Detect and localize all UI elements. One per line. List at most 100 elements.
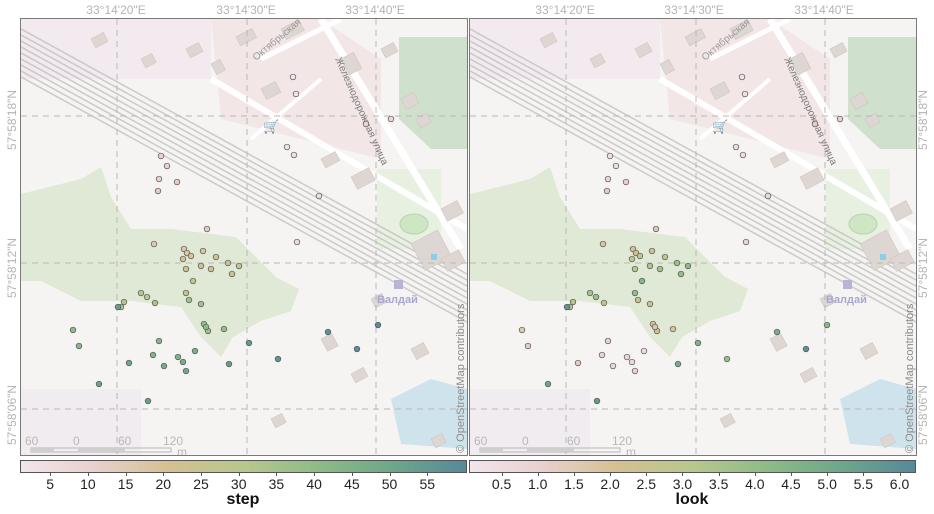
observation-point [524, 342, 532, 350]
map-panel-look[interactable]: Валдай 🛒 Октябрьская Железнодорожная улица … [469, 18, 917, 456]
building [769, 332, 788, 352]
building [789, 52, 812, 76]
observation-point [353, 345, 361, 353]
observation-point [773, 328, 781, 336]
building [140, 52, 157, 69]
observation-point [114, 303, 122, 311]
water-area [840, 379, 916, 449]
observation-point [144, 397, 152, 405]
observation-point [174, 353, 182, 361]
map-panel-step[interactable]: Валдай 🛒 Октябрьская Железнодорожная улица … [20, 18, 468, 456]
observation-point [289, 73, 297, 81]
colorbar-tick-mark [50, 472, 52, 476]
observation-point [631, 367, 639, 375]
building [729, 19, 754, 41]
observation-point [324, 328, 332, 336]
observation-point [606, 152, 614, 160]
observation-point [187, 252, 195, 260]
scalebar-segment [78, 448, 125, 452]
building [380, 42, 399, 59]
colorbar-title-step: step [226, 491, 260, 508]
observation-point [95, 380, 103, 388]
observation-point [137, 289, 145, 297]
lon-label-right-2: 33°14'30"E [664, 3, 724, 17]
road [658, 76, 916, 232]
railway [21, 28, 467, 323]
colorbar-tick-label: 55 [419, 476, 436, 492]
road [259, 19, 343, 62]
observation-point [293, 238, 301, 246]
lon-label-left-2: 33°14'30"E [216, 3, 276, 17]
points-layer-look [518, 73, 844, 405]
colorbar-tick-mark [573, 472, 575, 476]
observation-point [600, 299, 608, 307]
colorbar-tick-mark [125, 472, 127, 476]
observation-point [544, 380, 552, 388]
colorbar-tick-label: 6.0 [889, 476, 910, 492]
observation-point [125, 359, 133, 367]
scalebar-label-1: 60 [474, 434, 488, 448]
observation-point [182, 367, 190, 375]
observation-point [160, 362, 168, 370]
observation-point [173, 178, 181, 186]
observation-point [741, 90, 749, 98]
colorbar-tick-mark [610, 472, 612, 476]
observation-point [640, 347, 648, 355]
green-area [848, 37, 916, 149]
colorbar-tick-mark [163, 472, 165, 476]
observation-point [150, 240, 158, 248]
observation-point [143, 293, 151, 301]
lon-label-right-1: 33°14'20"E [535, 3, 595, 17]
observation-point [634, 296, 642, 304]
building [440, 249, 466, 272]
colorbar-tick-label: 10 [80, 476, 96, 492]
building [280, 19, 305, 41]
colorbar-tick-mark [827, 472, 829, 476]
colorbar-tick-mark [501, 472, 503, 476]
observation-point [764, 192, 772, 200]
colorbar-tick-mark [201, 472, 203, 476]
bus-stop-icon [880, 254, 886, 260]
points-layer-step [69, 73, 395, 405]
observation-point [189, 277, 197, 285]
scalebar-label-3: 60 [118, 434, 132, 448]
building [400, 92, 420, 111]
observation-point [593, 397, 601, 405]
colorbar-tick-label: 3.0 [672, 476, 693, 492]
colorbar-tick-label: 25 [193, 476, 209, 492]
colorbar-tick-mark [427, 472, 429, 476]
colorbar-tick-mark [276, 472, 278, 476]
observation-point [179, 255, 187, 263]
observation-point [648, 247, 656, 255]
building [410, 342, 430, 361]
observation-point [374, 321, 382, 329]
observation-point [811, 120, 819, 128]
observation-point [199, 247, 207, 255]
bus-stop-icon [431, 254, 437, 260]
fountain-icon [848, 213, 878, 235]
observation-point [631, 289, 639, 297]
observation-point [592, 293, 600, 301]
observation-point [155, 175, 163, 183]
observation-point [612, 162, 620, 170]
fountain-icon [399, 213, 429, 235]
landuse-area [21, 389, 141, 455]
observation-point [603, 187, 611, 195]
green-area [399, 37, 467, 149]
building [769, 151, 790, 169]
observation-point [207, 265, 215, 273]
building [270, 412, 287, 429]
observation-point [163, 162, 171, 170]
observation-point [224, 259, 232, 267]
observation-point [622, 178, 630, 186]
colorbar-tick-mark [718, 472, 720, 476]
road [708, 19, 792, 62]
lat-label-right-3: 57°58'06"N [916, 384, 930, 445]
colorbar-tick-label: 30 [230, 476, 247, 492]
observation-point [694, 339, 702, 347]
park-area [470, 167, 748, 357]
building [210, 58, 226, 76]
station-icon [394, 280, 403, 289]
colorbar-tick-label: 5 [46, 476, 55, 492]
observation-point [69, 326, 77, 334]
